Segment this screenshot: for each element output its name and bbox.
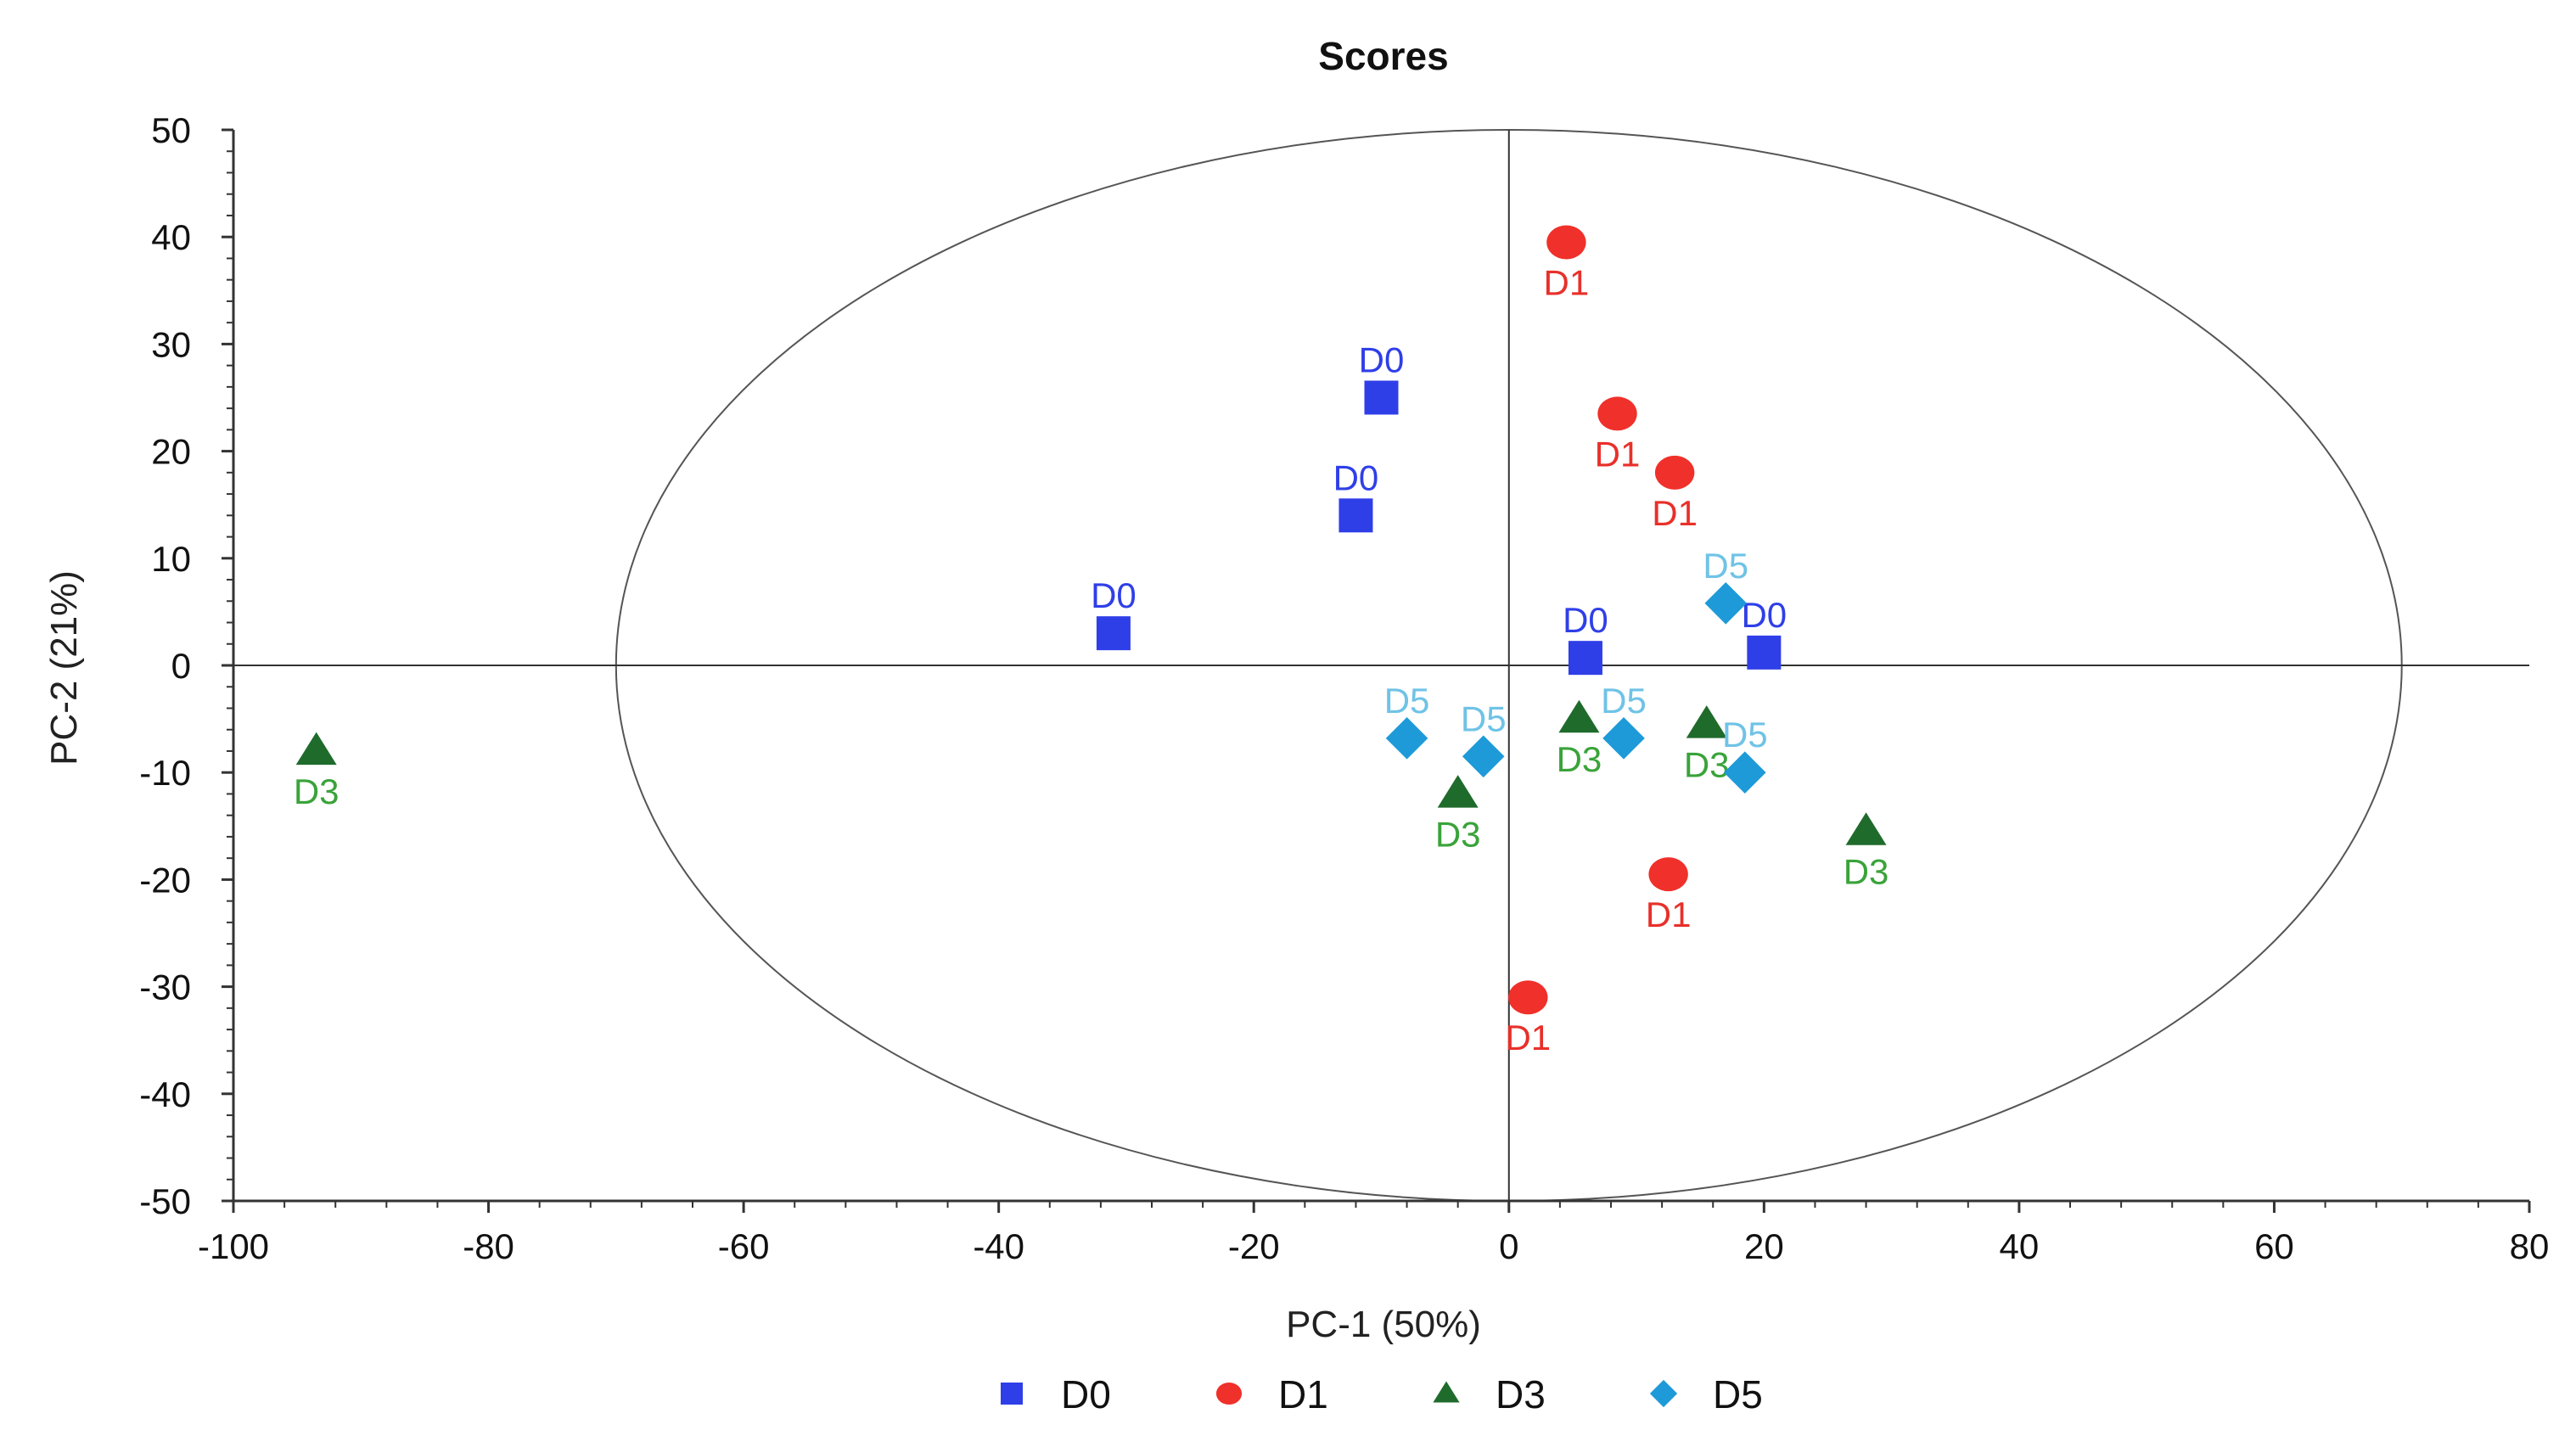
data-point-d3 xyxy=(1558,699,1600,733)
point-label: D0 xyxy=(1091,575,1136,615)
point-label: D3 xyxy=(294,771,340,811)
point-label: D0 xyxy=(1741,595,1787,635)
x-tick-label: -40 xyxy=(973,1226,1024,1266)
data-point-d5 xyxy=(1602,717,1645,760)
data-point-d5 xyxy=(1704,582,1748,625)
y-tick-label: -50 xyxy=(139,1181,191,1221)
data-point-d0 xyxy=(1339,498,1373,533)
x-tick-label: -80 xyxy=(463,1226,514,1266)
data-point-d0 xyxy=(1747,635,1782,670)
x-axis-title: PC-1 (50%) xyxy=(1286,1304,1481,1345)
data-point-d1 xyxy=(1546,225,1586,260)
y-tick-label: -40 xyxy=(139,1074,191,1114)
point-label: D3 xyxy=(1435,814,1481,854)
chart-title: Scores xyxy=(1318,34,1448,78)
data-point-d5 xyxy=(1723,751,1766,794)
x-tick-label: 20 xyxy=(1744,1226,1784,1266)
legend-item-d1: D1 xyxy=(1215,1372,1328,1416)
data-point-d3 xyxy=(295,732,337,766)
point-label: D5 xyxy=(1601,681,1647,721)
point-label: D1 xyxy=(1646,895,1692,934)
point-label: D1 xyxy=(1505,1018,1551,1057)
y-tick-label: 20 xyxy=(151,432,191,472)
data-point-d5 xyxy=(1385,717,1428,760)
y-tick-label: -20 xyxy=(139,860,191,900)
x-tick-label: -100 xyxy=(198,1226,269,1266)
legend-label: D5 xyxy=(1713,1372,1763,1416)
legend-item-d3: D3 xyxy=(1433,1372,1546,1416)
legend-label: D1 xyxy=(1278,1372,1328,1416)
data-point-d0 xyxy=(1568,641,1602,676)
x-tick-label: 0 xyxy=(1499,1226,1518,1266)
x-tick-label: 80 xyxy=(2510,1226,2550,1266)
x-tick-label: 60 xyxy=(2254,1226,2294,1266)
x-tick-label: -60 xyxy=(718,1226,770,1266)
legend-label: D0 xyxy=(1061,1372,1111,1416)
data-point-d1 xyxy=(1597,396,1637,431)
legend-marker-d0 xyxy=(1001,1383,1023,1405)
series-d0: D0 D0 D0 D0 D0 xyxy=(1091,340,1787,676)
legend: D0 D1 D3 D5 xyxy=(1001,1372,1763,1416)
point-label: D5 xyxy=(1384,681,1430,721)
series-d1: D1 D1 D1 D1 D1 xyxy=(1505,225,1698,1057)
data-point-d1 xyxy=(1508,980,1548,1015)
y-tick-label: -10 xyxy=(139,753,191,793)
data-point-d1 xyxy=(1654,455,1695,490)
y-axis-title: PC-2 (21%) xyxy=(43,570,85,766)
data-point-d5 xyxy=(1462,735,1505,778)
point-label: D5 xyxy=(1461,698,1507,738)
x-tick-label: -20 xyxy=(1228,1226,1280,1266)
point-label: D3 xyxy=(1557,739,1602,779)
data-point-d3 xyxy=(1686,705,1727,738)
y-tick-label: 30 xyxy=(151,324,191,364)
point-label: D0 xyxy=(1563,600,1608,640)
y-tick-label: 10 xyxy=(151,539,191,579)
data-point-d1 xyxy=(1648,857,1688,892)
data-point-d0 xyxy=(1096,616,1131,651)
point-label: D1 xyxy=(1544,263,1590,303)
point-label: D0 xyxy=(1359,340,1405,380)
y-tick-label: 40 xyxy=(151,217,191,257)
legend-label: D3 xyxy=(1496,1372,1546,1416)
y-tick-label: 0 xyxy=(171,646,191,686)
point-label: D3 xyxy=(1844,852,1889,892)
y-tick-label: 50 xyxy=(151,110,191,150)
data-point-d3 xyxy=(1437,775,1479,808)
point-label: D3 xyxy=(1684,744,1730,784)
data-point-d3 xyxy=(1845,812,1887,845)
data-point-d0 xyxy=(1364,380,1399,415)
legend-item-d0: D0 xyxy=(1001,1372,1111,1416)
legend-marker-d3 xyxy=(1433,1381,1460,1403)
legend-item-d5: D5 xyxy=(1649,1372,1763,1416)
series-d3: D3 D3 D3 D3 D3 xyxy=(294,699,1889,892)
series-d5: D5 D5 D5 D5 D5 xyxy=(1384,546,1768,794)
point-label: D0 xyxy=(1333,457,1379,497)
legend-marker-d5 xyxy=(1649,1379,1678,1408)
y-tick-label: -30 xyxy=(139,968,191,1007)
point-label: D5 xyxy=(1722,715,1768,754)
point-label: D1 xyxy=(1595,434,1641,474)
x-tick-label: 40 xyxy=(2000,1226,2040,1266)
legend-marker-d1 xyxy=(1215,1383,1243,1405)
point-label: D5 xyxy=(1703,546,1748,586)
point-label: D1 xyxy=(1652,493,1698,533)
